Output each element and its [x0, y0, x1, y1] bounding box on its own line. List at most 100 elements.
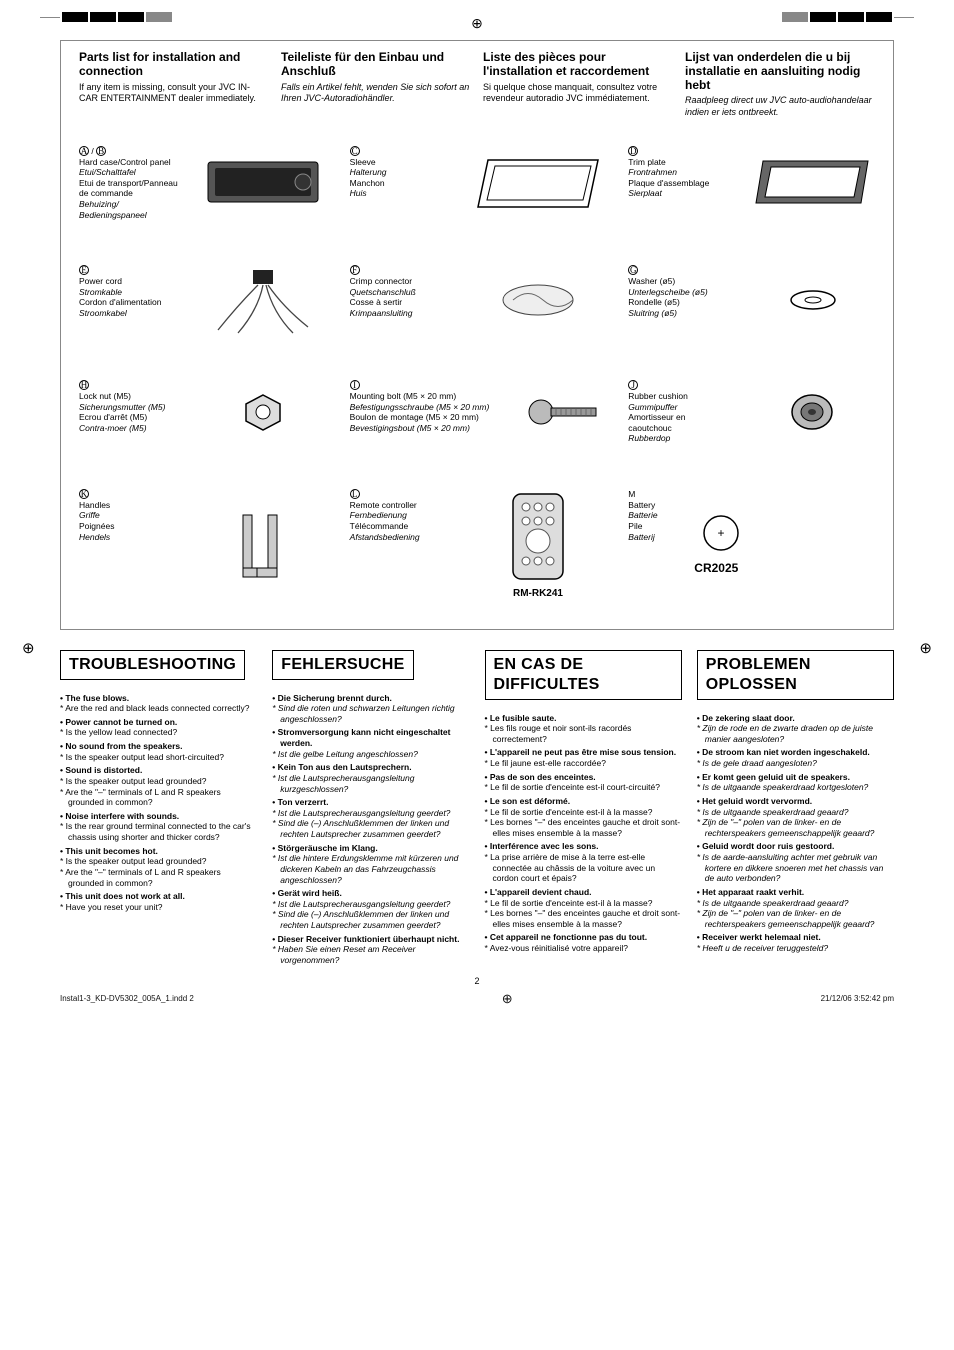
- ts-item-sub: Le fil de sortie d'enceinte est-il à la …: [485, 898, 682, 909]
- ts-item-sub: Is the yellow lead connected?: [60, 727, 257, 738]
- ts-nl-title: PROBLEMEN OPLOSSEN: [697, 650, 894, 700]
- part-g-image: [734, 265, 891, 335]
- part-c-fr: Manchon: [350, 178, 385, 188]
- part-h-fr: Ecrou d'arrêt (M5): [79, 412, 147, 422]
- ts-item-head: Störgeräusche im Klang.: [272, 843, 469, 854]
- troubleshooting-section: TROUBLESHOOTING The fuse blows.Are the r…: [60, 650, 894, 966]
- part-m-fr: Pile: [628, 521, 642, 531]
- part-g-letter: G: [628, 265, 638, 275]
- ts-item-sub: Le fil de sortie d'enceinte est-il à la …: [485, 807, 682, 818]
- part-g-en: Washer (ø5): [628, 276, 675, 286]
- part-m-labels: M Battery Batterie Pile Batterij: [628, 489, 688, 601]
- remote-model: RM-RK241: [513, 588, 563, 601]
- ts-item-sub: Sind die (–) Anschlußklemmen der linken …: [272, 818, 469, 839]
- part-i-fr: Boulon de montage (M5 × 20 mm): [350, 412, 479, 422]
- header-nl-text: Raadpleeg direct uw JVC auto-audiohandel…: [685, 95, 875, 118]
- ts-item-sub: Is de aarde-aansluiting achter met gebru…: [697, 852, 894, 884]
- part-i-labels: I Mounting bolt (M5 × 20 mm) Befestigung…: [350, 380, 500, 444]
- part-f-nl: Krimpaansluiting: [350, 308, 413, 318]
- ts-item-sub: Ist die Lautsprecherausgangsleitung kurz…: [272, 773, 469, 794]
- part-g-de: Unterlegscheibe (ø5): [628, 287, 707, 297]
- part-e-nl: Stroomkabel: [79, 308, 127, 318]
- ts-item-sub: La prise arrière de mise à la terre est-…: [485, 852, 682, 884]
- part-e-image: [185, 265, 342, 335]
- ts-fr-title: EN CAS DE DIFFICULTES: [485, 650, 682, 700]
- footer-timestamp: 21/12/06 3:52:42 pm: [821, 994, 894, 1004]
- ts-item-head: This unit does not work at all.: [60, 891, 257, 902]
- part-d-en: Trim plate: [628, 157, 665, 167]
- header-fr: Liste des pièces pour l'installation et …: [483, 51, 673, 118]
- part-c-image: [456, 146, 621, 220]
- header-nl: Lijst van onderdelen die u bij installat…: [685, 51, 875, 118]
- part-i: I Mounting bolt (M5 × 20 mm) Befestigung…: [350, 380, 621, 444]
- reg-right: [782, 12, 914, 22]
- part-h-letter: H: [79, 380, 89, 390]
- part-h: H Lock nut (M5) Sicherungsmutter (M5) Ec…: [79, 380, 342, 444]
- ts-item-head: Kein Ton aus den Lautsprechern.: [272, 762, 469, 773]
- ts-en-list: The fuse blows.Are the red and black lea…: [60, 693, 257, 913]
- part-a-fr: Etui de transport/Panneau de commande: [79, 178, 178, 199]
- part-a-de: Etui/Schalttafel: [79, 167, 136, 177]
- ts-item-sub: Ist die gelbe Leitung angeschlossen?: [272, 749, 469, 760]
- part-a-labels: A / B Hard case/Control panel Etui/Schal…: [79, 146, 179, 220]
- registration-marks-top: ⊕: [0, 0, 954, 40]
- part-k-en: Handles: [79, 500, 110, 510]
- ts-item-sub: Les fils rouge et noir sont-ils racordés…: [485, 723, 682, 744]
- ts-item-sub: Zijn de rode en de zwarte draden op de j…: [697, 723, 894, 744]
- part-f-letter: F: [350, 265, 360, 275]
- part-m-de: Batterie: [628, 510, 657, 520]
- part-g-nl: Sluitring (ø5): [628, 308, 677, 318]
- part-d-image: [734, 146, 891, 220]
- footer: Instal1-3_KD-DV5302_005A_1.indd 2 ⊕ 21/1…: [60, 991, 894, 1007]
- header-en-text: If any item is missing, consult your JVC…: [79, 82, 269, 105]
- header-nl-title: Lijst van onderdelen die u bij installat…: [685, 51, 875, 92]
- troubleshooting-en: TROUBLESHOOTING The fuse blows.Are the r…: [60, 650, 257, 966]
- ts-item-head: Cet appareil ne fonctionne pas du tout.: [485, 932, 682, 943]
- troubleshooting-de: FEHLERSUCHE Die Sicherung brennt durch.S…: [272, 650, 469, 966]
- part-i-nl: Bevestigingsbout (M5 × 20 mm): [350, 423, 470, 433]
- ts-item-head: Le fusible saute.: [485, 713, 682, 724]
- part-k-labels: K Handles Griffe Poignées Hendels: [79, 489, 179, 601]
- part-k-letter: K: [79, 489, 89, 499]
- svg-text:+: +: [718, 526, 725, 540]
- ts-item-sub: Les bornes "–" des enceintes gauche et d…: [485, 908, 682, 929]
- ts-item-sub: Is the speaker output lead short-circuit…: [60, 752, 257, 763]
- part-i-letter: I: [350, 380, 360, 390]
- ts-item-sub: Ist die Lautsprecherausgangsleitung geer…: [272, 899, 469, 910]
- ts-item-head: Sound is distorted.: [60, 765, 257, 776]
- part-a-nl: Behuizing/ Bedieningspaneel: [79, 199, 147, 220]
- part-a-image: [185, 146, 342, 220]
- part-c: C Sleeve Halterung Manchon Huis: [350, 146, 621, 220]
- ts-item-sub: Le fil jaune est-elle raccordée?: [485, 758, 682, 769]
- part-l-en: Remote controller: [350, 500, 417, 510]
- header-en-title: Parts list for installation and connecti…: [79, 51, 269, 79]
- part-l-fr: Télécommande: [350, 521, 409, 531]
- part-j-fr: Amortisseur en caoutchouc: [628, 412, 685, 433]
- part-j-image: [734, 380, 891, 444]
- parts-grid: A / B Hard case/Control panel Etui/Schal…: [79, 146, 875, 601]
- part-h-de: Sicherungsmutter (M5): [79, 402, 165, 412]
- ts-item-sub: Is the speaker output lead grounded?: [60, 776, 257, 787]
- troubleshooting-nl: PROBLEMEN OPLOSSEN De zekering slaat doo…: [697, 650, 894, 966]
- ts-item-sub: Is de uitgaande speakerdraad kortgeslote…: [697, 782, 894, 793]
- ts-item-sub: Haben Sie einen Reset am Receiver vorgen…: [272, 944, 469, 965]
- ts-item-head: L'appareil ne peut pas être mise sous te…: [485, 747, 682, 758]
- ts-item-head: The fuse blows.: [60, 693, 257, 704]
- part-l-image: RM-RK241: [456, 489, 621, 601]
- part-m-en: Battery: [628, 500, 655, 510]
- ts-nl-list: De zekering slaat door.Zijn de rode en d…: [697, 713, 894, 954]
- page-number: 2: [0, 976, 954, 987]
- parts-row-4: K Handles Griffe Poignées Hendels L Remo…: [79, 489, 875, 601]
- ts-item-sub: Are the "–" terminals of L and R speaker…: [60, 787, 257, 808]
- ts-item-head: De zekering slaat door.: [697, 713, 894, 724]
- ts-item-sub: Ist die Lautsprecherausgangsleitung geer…: [272, 808, 469, 819]
- reg-mark-right-icon: ⊕: [919, 640, 932, 659]
- ts-item-head: Stromversorgung kann nicht eingeschaltet…: [272, 727, 469, 748]
- ts-item-head: Het apparaat raakt verhit.: [697, 887, 894, 898]
- part-a-letter: A: [79, 146, 89, 156]
- ts-item-head: Le son est déformé.: [485, 796, 682, 807]
- part-m: M Battery Batterie Pile Batterij + CR202…: [628, 489, 891, 601]
- header-en: Parts list for installation and connecti…: [79, 51, 269, 118]
- ts-item-sub: Sind die (–) Anschlußklemmen der linken …: [272, 909, 469, 930]
- part-e-labels: E Power cord Stromkable Cordon d'aliment…: [79, 265, 179, 335]
